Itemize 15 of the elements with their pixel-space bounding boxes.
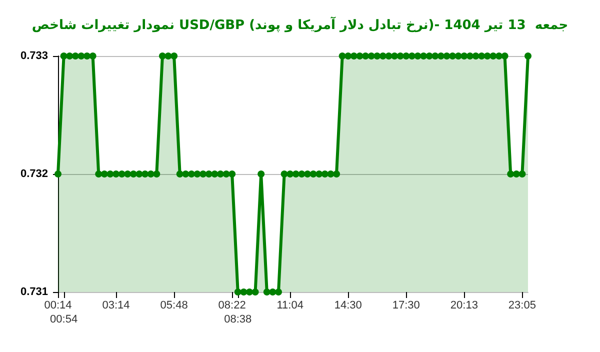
x-tick-label: 17:30	[392, 300, 420, 312]
x-tick-label: 00:54	[50, 314, 78, 326]
y-tick-label: 0.732	[20, 168, 48, 180]
x-tick-label: 23:05	[508, 300, 536, 312]
y-tick-label: 0.731	[20, 286, 48, 298]
chart-title: نمودار تغییرات شاخص USD/GBP (نرخ تبادل دلار آمریکا و پوند)- جمعه 13 تیر 1404	[32, 16, 568, 33]
x-tick-label: 14:30	[334, 300, 362, 312]
x-tick-label: 20:13	[450, 300, 478, 312]
y-tick-label: 0.733	[20, 50, 48, 62]
x-tick-label: 00:14	[44, 300, 72, 312]
x-tick-label: 03:14	[102, 300, 130, 312]
x-tick-label: 08:22	[218, 300, 246, 312]
x-tick-label: 08:38	[224, 314, 252, 326]
x-tick-label: 05:48	[160, 300, 188, 312]
x-tick-label: 11:04	[276, 300, 304, 312]
